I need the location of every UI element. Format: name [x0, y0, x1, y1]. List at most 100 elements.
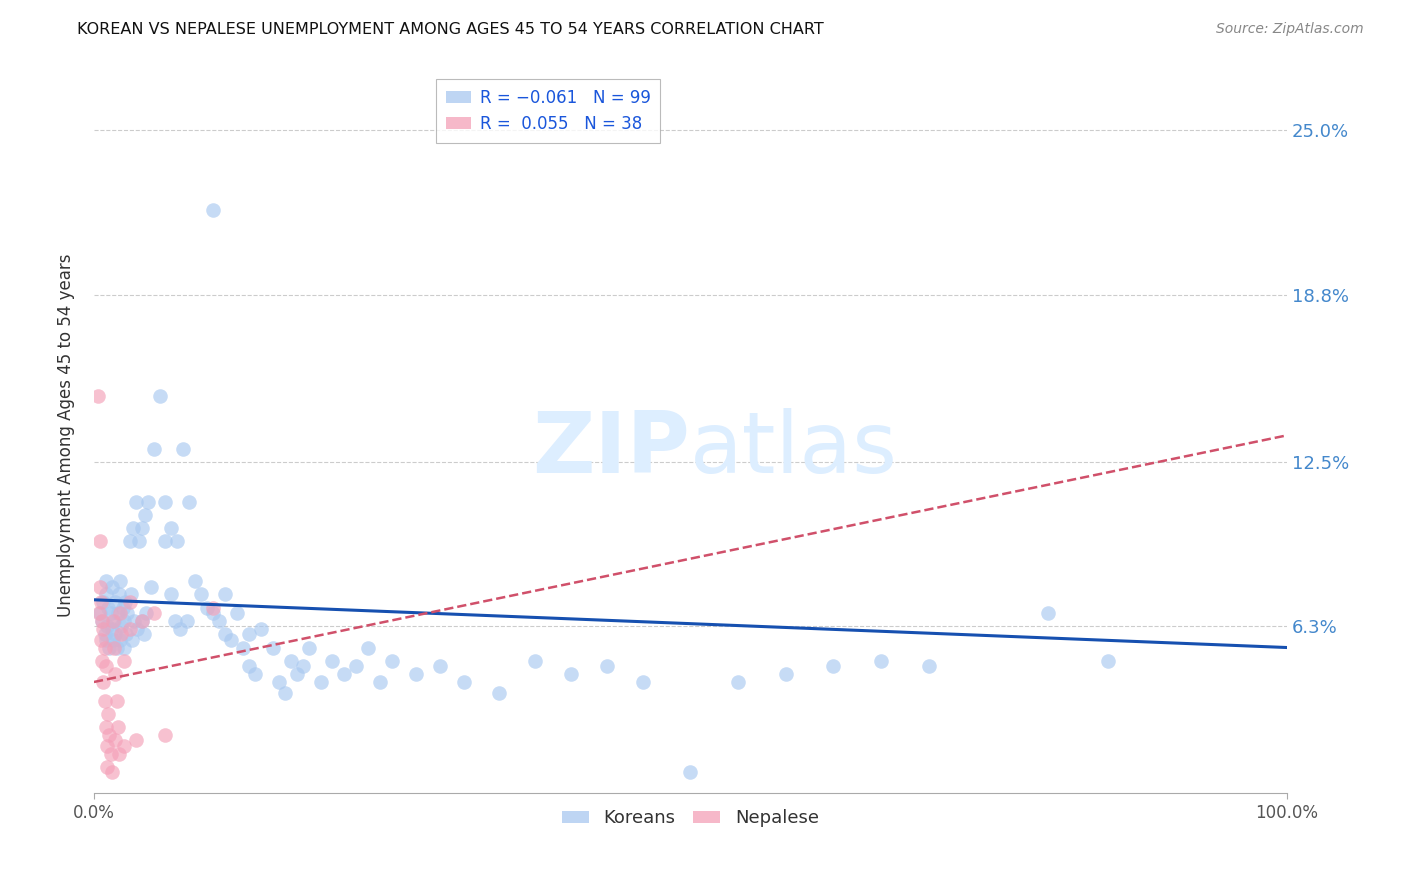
- Point: [1036, 606, 1059, 620]
- Point: [94, 574, 117, 589]
- Point: [429, 659, 451, 673]
- Point: [118, 622, 141, 636]
- Point: [107, 606, 129, 620]
- Point: [202, 600, 225, 615]
- Point: [110, 619, 132, 633]
- Point: [176, 614, 198, 628]
- Point: [90, 595, 112, 609]
- Point: [101, 765, 124, 780]
- Point: [112, 614, 135, 628]
- Point: [208, 614, 231, 628]
- Point: [120, 587, 142, 601]
- Point: [96, 739, 118, 753]
- Point: [94, 587, 117, 601]
- Point: [124, 494, 146, 508]
- Point: [195, 600, 218, 615]
- Point: [136, 494, 159, 508]
- Point: [134, 508, 156, 522]
- Point: [87, 606, 110, 620]
- Point: [91, 614, 114, 628]
- Point: [163, 614, 186, 628]
- Point: [321, 654, 343, 668]
- Point: [125, 622, 148, 636]
- Point: [110, 627, 132, 641]
- Point: [202, 202, 225, 217]
- Point: [124, 733, 146, 747]
- Point: [100, 606, 122, 620]
- Point: [103, 640, 125, 655]
- Point: [155, 728, 177, 742]
- Point: [114, 595, 136, 609]
- Point: [117, 606, 139, 620]
- Point: [104, 595, 127, 609]
- Point: [148, 389, 170, 403]
- Point: [214, 587, 236, 601]
- Point: [101, 580, 124, 594]
- Point: [112, 640, 135, 655]
- Point: [155, 494, 177, 508]
- Point: [453, 675, 475, 690]
- Point: [775, 667, 797, 681]
- Point: [333, 667, 356, 681]
- Point: [285, 667, 308, 681]
- Point: [524, 654, 547, 668]
- Point: [405, 667, 427, 681]
- Point: [108, 747, 131, 761]
- Point: [132, 627, 155, 641]
- Point: [108, 606, 131, 620]
- Text: atlas: atlas: [690, 409, 898, 491]
- Point: [166, 534, 188, 549]
- Point: [280, 654, 302, 668]
- Point: [94, 659, 117, 673]
- Point: [131, 521, 153, 535]
- Point: [118, 534, 141, 549]
- Point: [90, 632, 112, 647]
- Point: [89, 606, 111, 620]
- Point: [111, 600, 134, 615]
- Point: [101, 632, 124, 647]
- Point: [727, 675, 749, 690]
- Text: Source: ZipAtlas.com: Source: ZipAtlas.com: [1216, 22, 1364, 37]
- Point: [91, 614, 114, 628]
- Point: [91, 654, 114, 668]
- Point: [104, 733, 127, 747]
- Point: [97, 706, 120, 721]
- Point: [94, 720, 117, 734]
- Point: [226, 606, 249, 620]
- Point: [250, 622, 273, 636]
- Point: [115, 627, 138, 641]
- Point: [104, 667, 127, 681]
- Text: ZIP: ZIP: [533, 409, 690, 491]
- Point: [118, 595, 141, 609]
- Point: [179, 494, 201, 508]
- Point: [108, 632, 131, 647]
- Point: [135, 606, 157, 620]
- Legend: Koreans, Nepalese: Koreans, Nepalese: [554, 802, 827, 834]
- Point: [309, 675, 332, 690]
- Point: [105, 640, 128, 655]
- Point: [596, 659, 619, 673]
- Point: [104, 627, 127, 641]
- Point: [202, 606, 225, 620]
- Point: [679, 765, 702, 780]
- Point: [93, 693, 115, 707]
- Point: [160, 587, 183, 601]
- Point: [381, 654, 404, 668]
- Point: [160, 521, 183, 535]
- Point: [93, 675, 115, 690]
- Point: [142, 606, 165, 620]
- Point: [108, 587, 131, 601]
- Text: KOREAN VS NEPALESE UNEMPLOYMENT AMONG AGES 45 TO 54 YEARS CORRELATION CHART: KOREAN VS NEPALESE UNEMPLOYMENT AMONG AG…: [77, 22, 824, 37]
- Point: [560, 667, 582, 681]
- Point: [298, 640, 321, 655]
- Point: [267, 675, 290, 690]
- Point: [112, 654, 135, 668]
- Point: [357, 640, 380, 655]
- Point: [107, 720, 129, 734]
- Point: [128, 534, 150, 549]
- Point: [870, 654, 893, 668]
- Point: [98, 728, 121, 742]
- Point: [238, 627, 260, 641]
- Point: [214, 627, 236, 641]
- Point: [101, 614, 124, 628]
